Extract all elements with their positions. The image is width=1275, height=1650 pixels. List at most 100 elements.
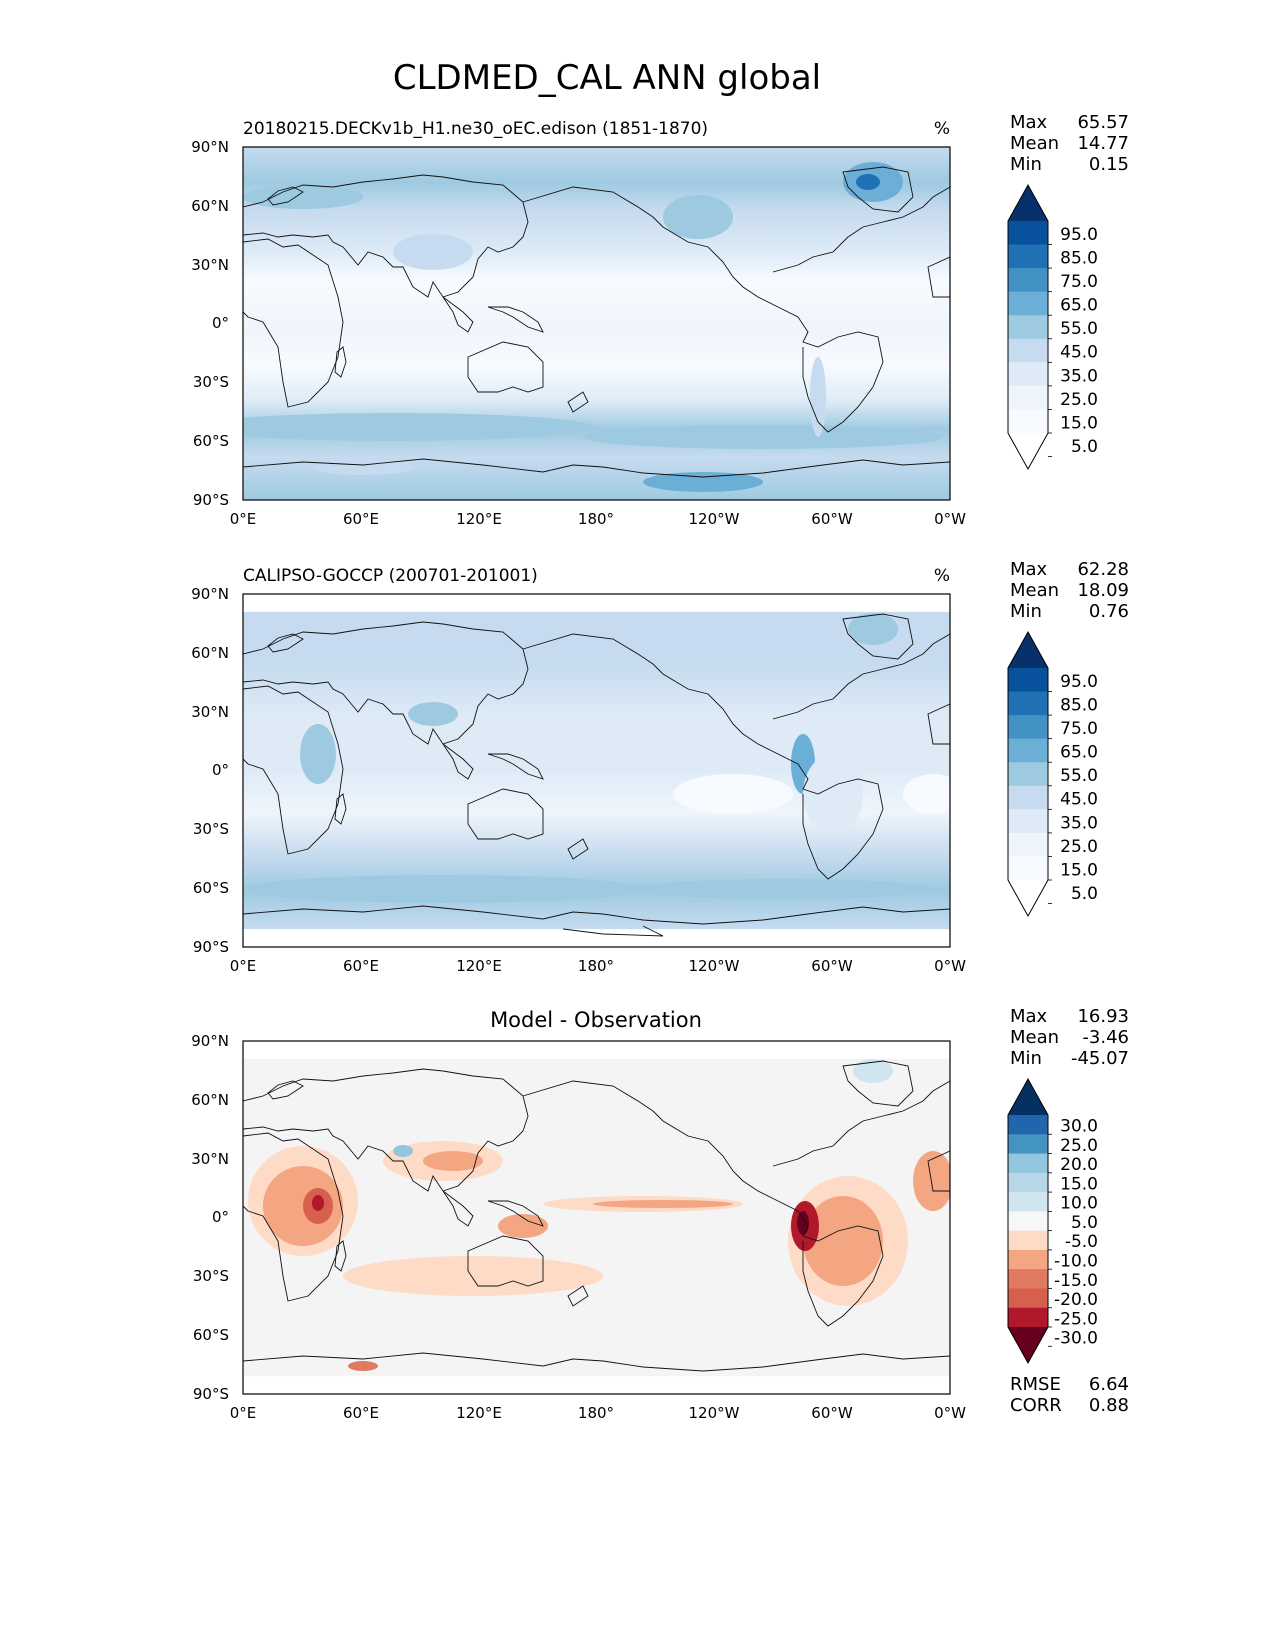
y-tick-label: 30°S [193, 1267, 229, 1285]
stat-label: Mean [1010, 1027, 1059, 1048]
coastlines [243, 1060, 950, 1372]
colorbar-tick-label: 20.0 [1060, 1155, 1098, 1175]
colorbar-swatches [1007, 630, 1049, 918]
y-tick-label: 60°S [193, 1326, 229, 1344]
x-tick-label: 120°E [456, 510, 502, 528]
colorbar-swatches [1007, 1077, 1049, 1365]
field-blob [803, 1196, 883, 1286]
colorbar-swatch [1008, 1134, 1048, 1155]
stat-label: Max [1010, 1006, 1048, 1027]
colorbar-tick-label: 65.0 [1060, 296, 1098, 316]
colorbar-tick-label: 35.0 [1060, 813, 1098, 833]
x-tick-label: 0°W [934, 957, 966, 975]
x-tick-label: 120°W [689, 510, 740, 528]
map-model-x-ticks: 0°E 60°E 120°E 180° 120°W 60°W 0°W [230, 510, 966, 528]
colorbar-obs: 95.0 85.0 75.0 65.0 55.0 45.0 35.0 25.0 15.0 5.0 [1007, 630, 1098, 918]
colorbar-swatch [1008, 1269, 1048, 1289]
colorbar-tick-label: 25.0 [1060, 1136, 1098, 1156]
colorbar-swatch [1008, 1249, 1048, 1270]
colorbar-tick-label: 85.0 [1060, 696, 1098, 716]
stat-label: Min [1010, 154, 1042, 175]
stat-label-corr: CORR [1010, 1395, 1062, 1416]
y-tick-label: 30°S [193, 373, 229, 391]
field-blob [348, 1361, 378, 1371]
stat-label: Mean [1010, 133, 1059, 154]
panel-model-units: % [934, 119, 950, 139]
field-blob [243, 413, 593, 441]
field-blob [673, 774, 793, 814]
field-blob [856, 174, 880, 190]
map-obs-y-ticks: 90°N 60°N 30°N 0° 30°S 60°S 90°S [191, 585, 229, 956]
stats-diff: Max 16.93 Mean -3.46 Min -45.07 [1010, 1006, 1129, 1069]
colorbar-tick-label: 5.0 [1071, 1213, 1098, 1233]
coastlines [243, 166, 950, 478]
colorbar-labels: 95.0 85.0 75.0 65.0 55.0 45.0 35.0 25.0 15.0 5.0 [1048, 225, 1098, 457]
colorbar-tick-label: 75.0 [1060, 272, 1098, 292]
colorbar-tick-label: 55.0 [1060, 319, 1098, 339]
y-tick-label: 90°S [193, 491, 229, 509]
stat-value: 0.15 [1089, 154, 1129, 175]
y-tick-label: 90°N [191, 138, 229, 156]
colorbar-swatch [1008, 1172, 1048, 1193]
map-diff-frame [242, 1040, 951, 1395]
colorbar-tick-label: 65.0 [1060, 743, 1098, 763]
y-tick-label: 30°N [191, 256, 229, 274]
stats-obs: Max 62.28 Mean 18.09 Min 0.76 [1010, 559, 1129, 622]
coastlines [243, 613, 950, 937]
x-tick-label: 0°W [934, 1404, 966, 1422]
colorbar-extend-min [1008, 433, 1048, 469]
colorbar-swatch [1008, 1211, 1048, 1232]
field-blob [593, 1200, 733, 1208]
y-tick-label: 60°S [193, 432, 229, 450]
y-tick-label: 60°N [191, 1091, 229, 1109]
y-tick-label: 60°S [193, 879, 229, 897]
field-blob [663, 195, 733, 239]
colorbar-swatch [1008, 856, 1048, 881]
x-tick-label: 120°E [456, 957, 502, 975]
y-tick-label: 60°N [191, 197, 229, 215]
field-blob [643, 472, 763, 492]
field-blob [313, 459, 413, 475]
stat-label: Min [1010, 1048, 1042, 1069]
x-tick-label: 120°W [689, 1404, 740, 1422]
colorbar-extend-max [1008, 632, 1048, 668]
colorbar-swatch [1008, 1153, 1048, 1174]
field-blob [498, 1214, 548, 1238]
map-diff: 90°N 60°N 30°N 0° 30°S 60°S 90°S 0°E 60°… [191, 1032, 966, 1422]
panel-diff-title: Model - Observation [490, 1008, 702, 1032]
colorbar-tick-label: -25.0 [1054, 1309, 1098, 1329]
stat-label: Min [1010, 601, 1042, 622]
colorbar-swatch [1008, 809, 1048, 834]
stat-label: Max [1010, 559, 1048, 580]
colorbar-swatch [1008, 1288, 1048, 1309]
colorbar-tick-label: 95.0 [1060, 225, 1098, 245]
map-diff-y-ticks: 90°N 60°N 30°N 0° 30°S 60°S 90°S [191, 1032, 229, 1403]
y-tick-label: 90°S [193, 1385, 229, 1403]
y-tick-label: 90°S [193, 938, 229, 956]
y-tick-label: 0° [212, 761, 229, 779]
colorbar-tick-label: 85.0 [1060, 249, 1098, 269]
field-blob [300, 724, 336, 784]
colorbar-model: 95.0 85.0 75.0 65.0 55.0 45.0 35.0 25.0 15.0 5.0 [1007, 183, 1098, 471]
stat-value-rmse: 6.64 [1089, 1374, 1129, 1395]
y-tick-label: 60°N [191, 644, 229, 662]
stat-value: 0.76 [1089, 601, 1129, 622]
colorbar-swatch [1008, 1230, 1048, 1251]
colorbar-extend-min [1008, 880, 1048, 916]
y-tick-label: 30°S [193, 820, 229, 838]
colorbar-tick-label: -20.0 [1054, 1290, 1098, 1310]
colorbar-tick-label: 25.0 [1060, 837, 1098, 857]
x-tick-label: 120°E [456, 1404, 502, 1422]
colorbar-swatch [1008, 691, 1048, 716]
x-tick-label: 180° [578, 510, 614, 528]
y-tick-label: 30°N [191, 703, 229, 721]
field-blob [853, 1059, 893, 1083]
map-model-frame [242, 146, 951, 501]
colorbar-diff: 30.025.020.015.010.05.0-5.0-10.0-15.0-20… [1007, 1077, 1098, 1365]
colorbar-labels: 95.0 85.0 75.0 65.0 55.0 45.0 35.0 25.0 15.0 5.0 [1048, 672, 1098, 904]
stats-model: Max 65.57 Mean 14.77 Min 0.15 [1010, 112, 1129, 175]
x-tick-label: 0°E [230, 510, 257, 528]
colorbar-tick-label: -30.0 [1054, 1329, 1098, 1349]
colorbar-swatch [1008, 785, 1048, 810]
